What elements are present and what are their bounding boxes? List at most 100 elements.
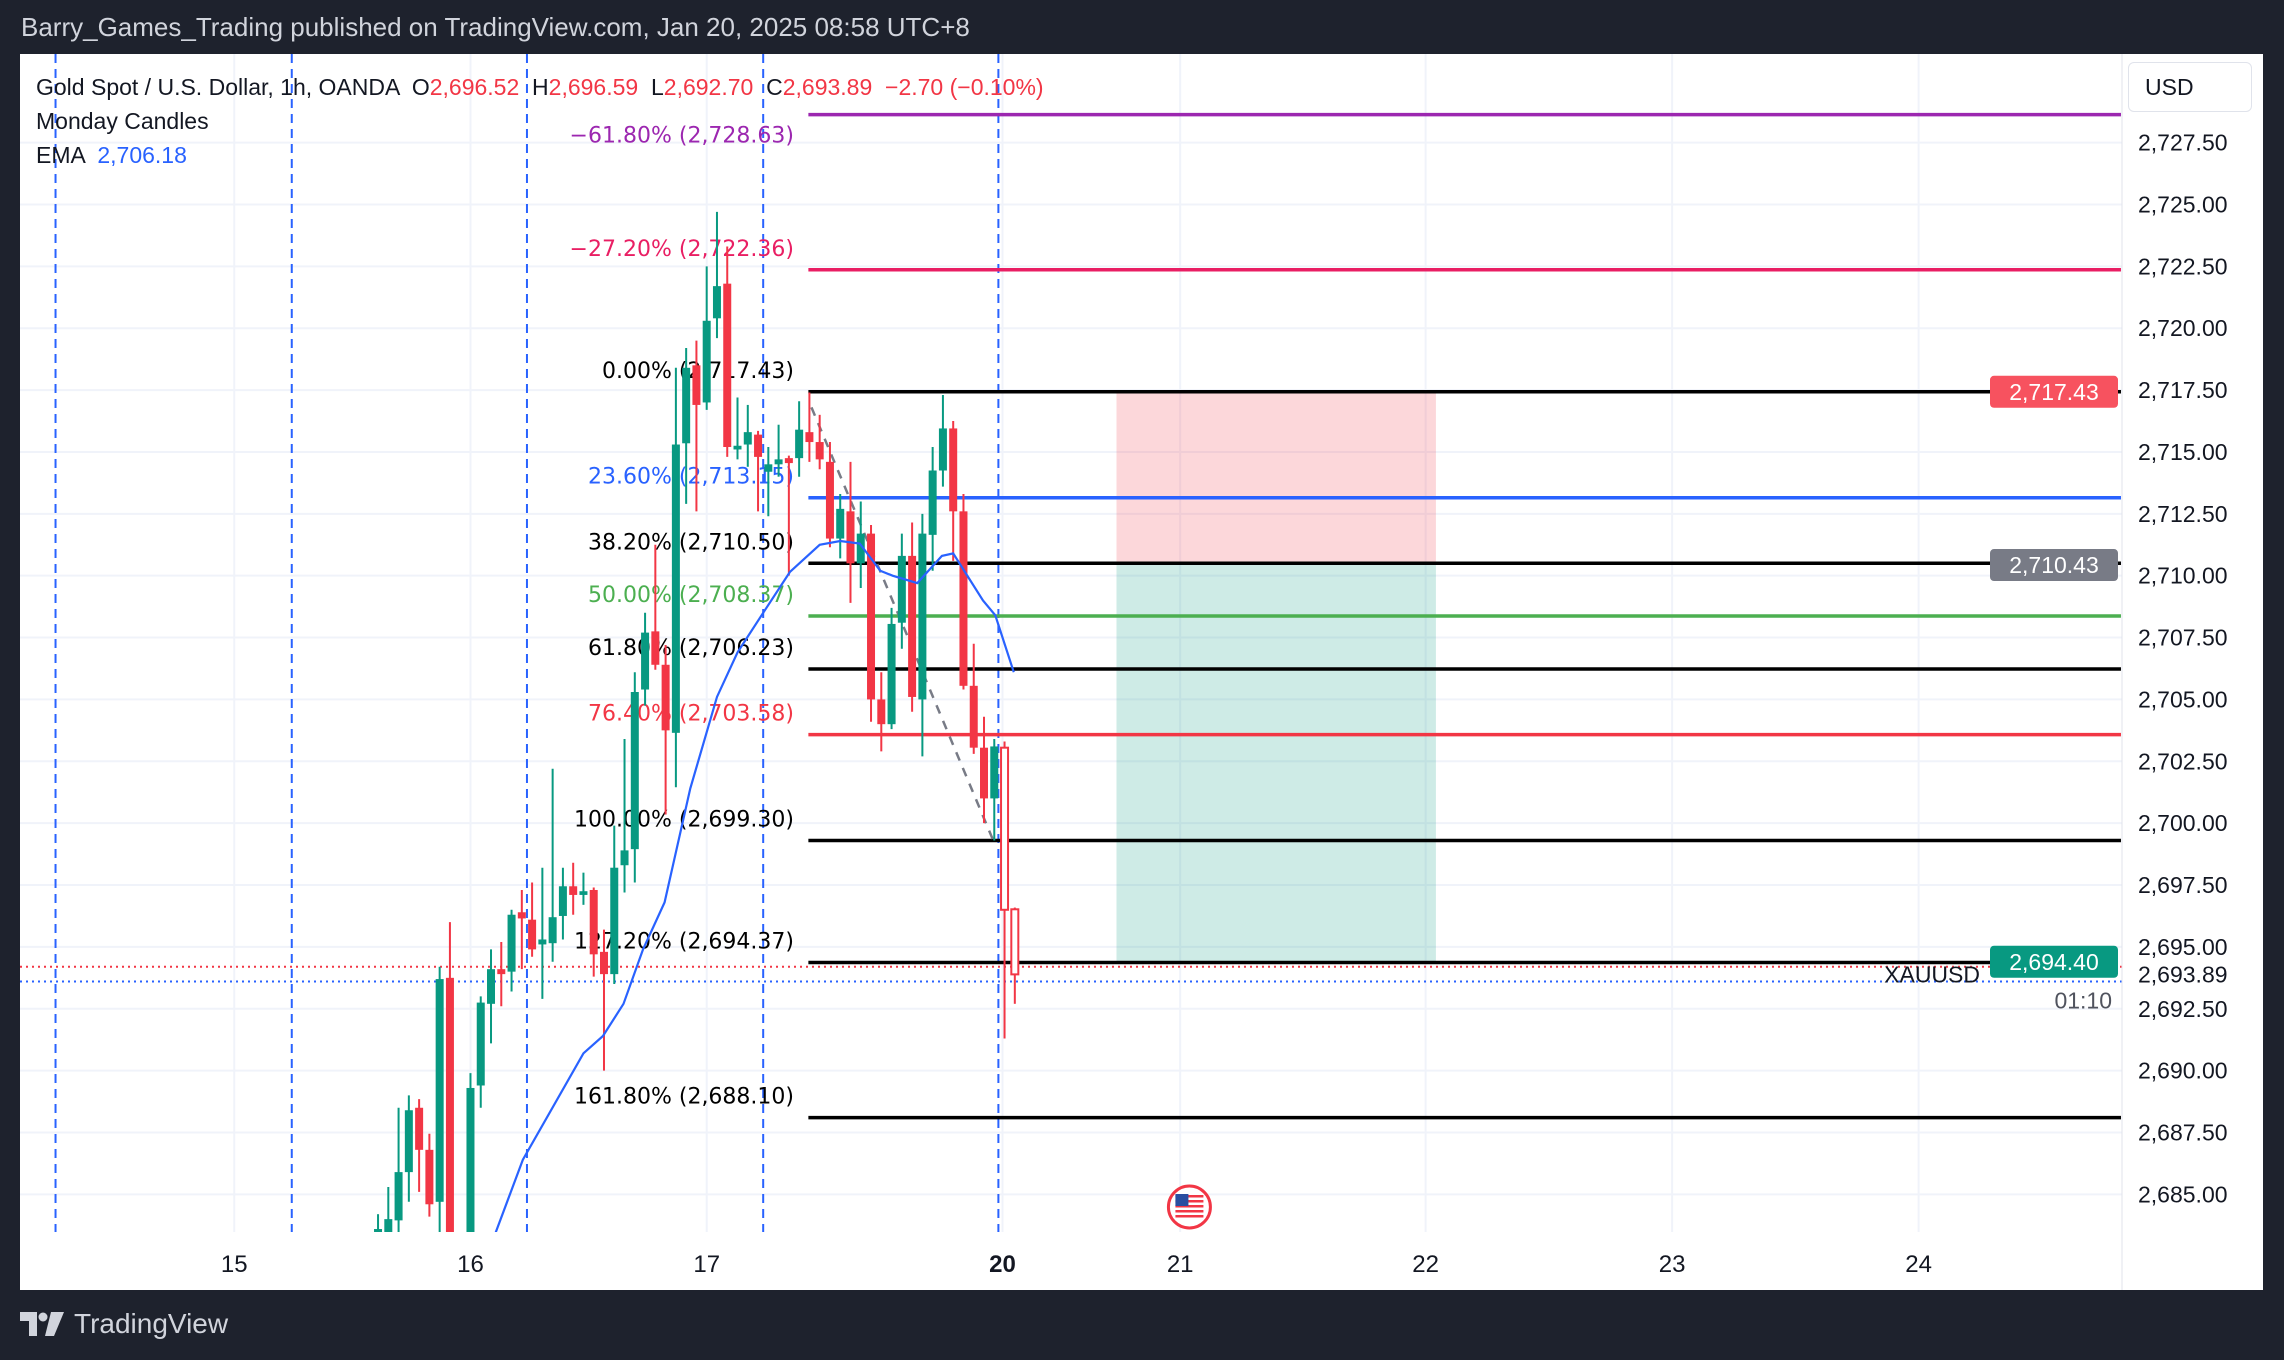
price-axis-label: 2,697.50 (2138, 872, 2228, 898)
candle (805, 392, 814, 462)
legend-symbol[interactable]: Gold Spot / U.S. Dollar, 1h, OANDA (36, 74, 400, 100)
candle-body (404, 1110, 413, 1173)
candle (538, 867, 547, 999)
footer-brand[interactable]: TradingView (20, 1308, 228, 1340)
fib-level-label: 50.00% (2,708.37) (588, 583, 794, 608)
candle (815, 414, 824, 470)
candle (579, 872, 588, 905)
candle-body (836, 508, 845, 539)
candle-body (795, 429, 804, 459)
candle-body (692, 365, 701, 405)
legend-indicator-monday-candles[interactable]: Monday Candles (36, 108, 209, 134)
candle (569, 862, 578, 915)
candle-body (938, 428, 947, 471)
candle (836, 494, 845, 559)
candle-body (712, 286, 721, 319)
candle-body (980, 747, 989, 799)
candle-body (630, 692, 639, 850)
candle-body (805, 432, 814, 443)
candle-body (743, 432, 752, 445)
candle-body (887, 623, 896, 725)
candle (949, 421, 958, 561)
candle-body (589, 889, 598, 955)
chart-frame[interactable] (20, 54, 2263, 1290)
flag-canton (1175, 1194, 1189, 1206)
price-badge-bg (1990, 549, 2118, 582)
candle (651, 544, 660, 670)
candle-body (918, 533, 927, 700)
candle (887, 607, 896, 730)
candle (723, 246, 732, 457)
candle-body (908, 555, 917, 697)
candle (661, 644, 670, 815)
candle (980, 716, 989, 824)
candle-body (928, 470, 937, 535)
position-stop-zone (1116, 391, 1436, 566)
candle-body (1000, 746, 1010, 911)
currency-button[interactable]: USD (2128, 62, 2252, 112)
price-axis-label: 2,687.50 (2138, 1120, 2228, 1146)
candle (641, 612, 650, 706)
price-badge-text: 2,710.43 (2009, 552, 2099, 578)
position-target-zone (1116, 565, 1436, 962)
time-axis-label: 15 (221, 1251, 248, 1278)
candle (507, 909, 516, 992)
candle-body (651, 631, 660, 665)
legend-indicator-ema[interactable]: EMA 2,706.18 (36, 138, 1044, 172)
candle (928, 446, 937, 571)
chart-legend: Gold Spot / U.S. Dollar, 1h, OANDA O2,69… (36, 70, 1044, 172)
candle (774, 424, 783, 477)
candle-body (702, 320, 711, 403)
legend-open: 2,696.52 (429, 74, 520, 100)
price-axis-label: 2,725.00 (2138, 191, 2228, 217)
ema-line (494, 539, 1015, 1232)
candle-body (641, 632, 650, 690)
candle-body (548, 917, 557, 944)
legend-high: 2,696.59 (548, 74, 639, 100)
time-axis-label: 21 (1167, 1251, 1194, 1278)
price-axis-label: 2,707.50 (2138, 625, 2228, 651)
price-axis-label: 2,692.50 (2138, 996, 2228, 1022)
candle-body (949, 428, 958, 512)
price-axis-label: 2,727.50 (2138, 130, 2228, 156)
candle (610, 825, 619, 985)
fib-level-label: 127.20% (2,694.37) (574, 929, 794, 954)
candle-body (723, 283, 732, 447)
candle (404, 1095, 413, 1202)
candle-body (425, 1149, 434, 1205)
candle-body (661, 664, 670, 731)
fib-level-label: 161.80% (2,688.10) (574, 1085, 794, 1110)
last-price-label: 2,693.89 (2138, 961, 2228, 987)
candle-body (599, 951, 608, 975)
candle (384, 1186, 393, 1232)
candle-body (394, 1172, 403, 1221)
candle-body (764, 464, 773, 472)
candle-body (517, 912, 526, 919)
candle (425, 1133, 434, 1217)
price-axis-label: 2,712.50 (2138, 501, 2228, 527)
candle-body (497, 969, 506, 975)
candle-body (959, 511, 968, 686)
price-badge-bg (1990, 945, 2118, 978)
legend-ohlc-row[interactable]: Gold Spot / U.S. Dollar, 1h, OANDA O2,69… (36, 70, 1044, 104)
candle (589, 887, 598, 977)
time-axis-label: 22 (1412, 1251, 1439, 1278)
time-axis-label: 17 (693, 1251, 720, 1278)
fib-level-label: 23.60% (2,713.15) (588, 465, 794, 490)
candle (825, 442, 834, 548)
candle (528, 882, 537, 957)
trend-line (810, 406, 995, 841)
price-axis-label: 2,702.50 (2138, 748, 2228, 774)
time-axis-label: 16 (457, 1251, 484, 1278)
time-axis-label: 23 (1659, 1251, 1686, 1278)
flag-stripe (1175, 1215, 1204, 1218)
candle (908, 522, 917, 712)
us-flag-event-icon (1166, 1184, 1212, 1230)
flag-stripe (1175, 1200, 1204, 1203)
candle-body (867, 533, 876, 700)
price-axis-label: 2,705.00 (2138, 686, 2228, 712)
price-badge-bg (1990, 375, 2118, 408)
candle (466, 1073, 475, 1232)
price-axis-label: 2,720.00 (2138, 315, 2228, 341)
